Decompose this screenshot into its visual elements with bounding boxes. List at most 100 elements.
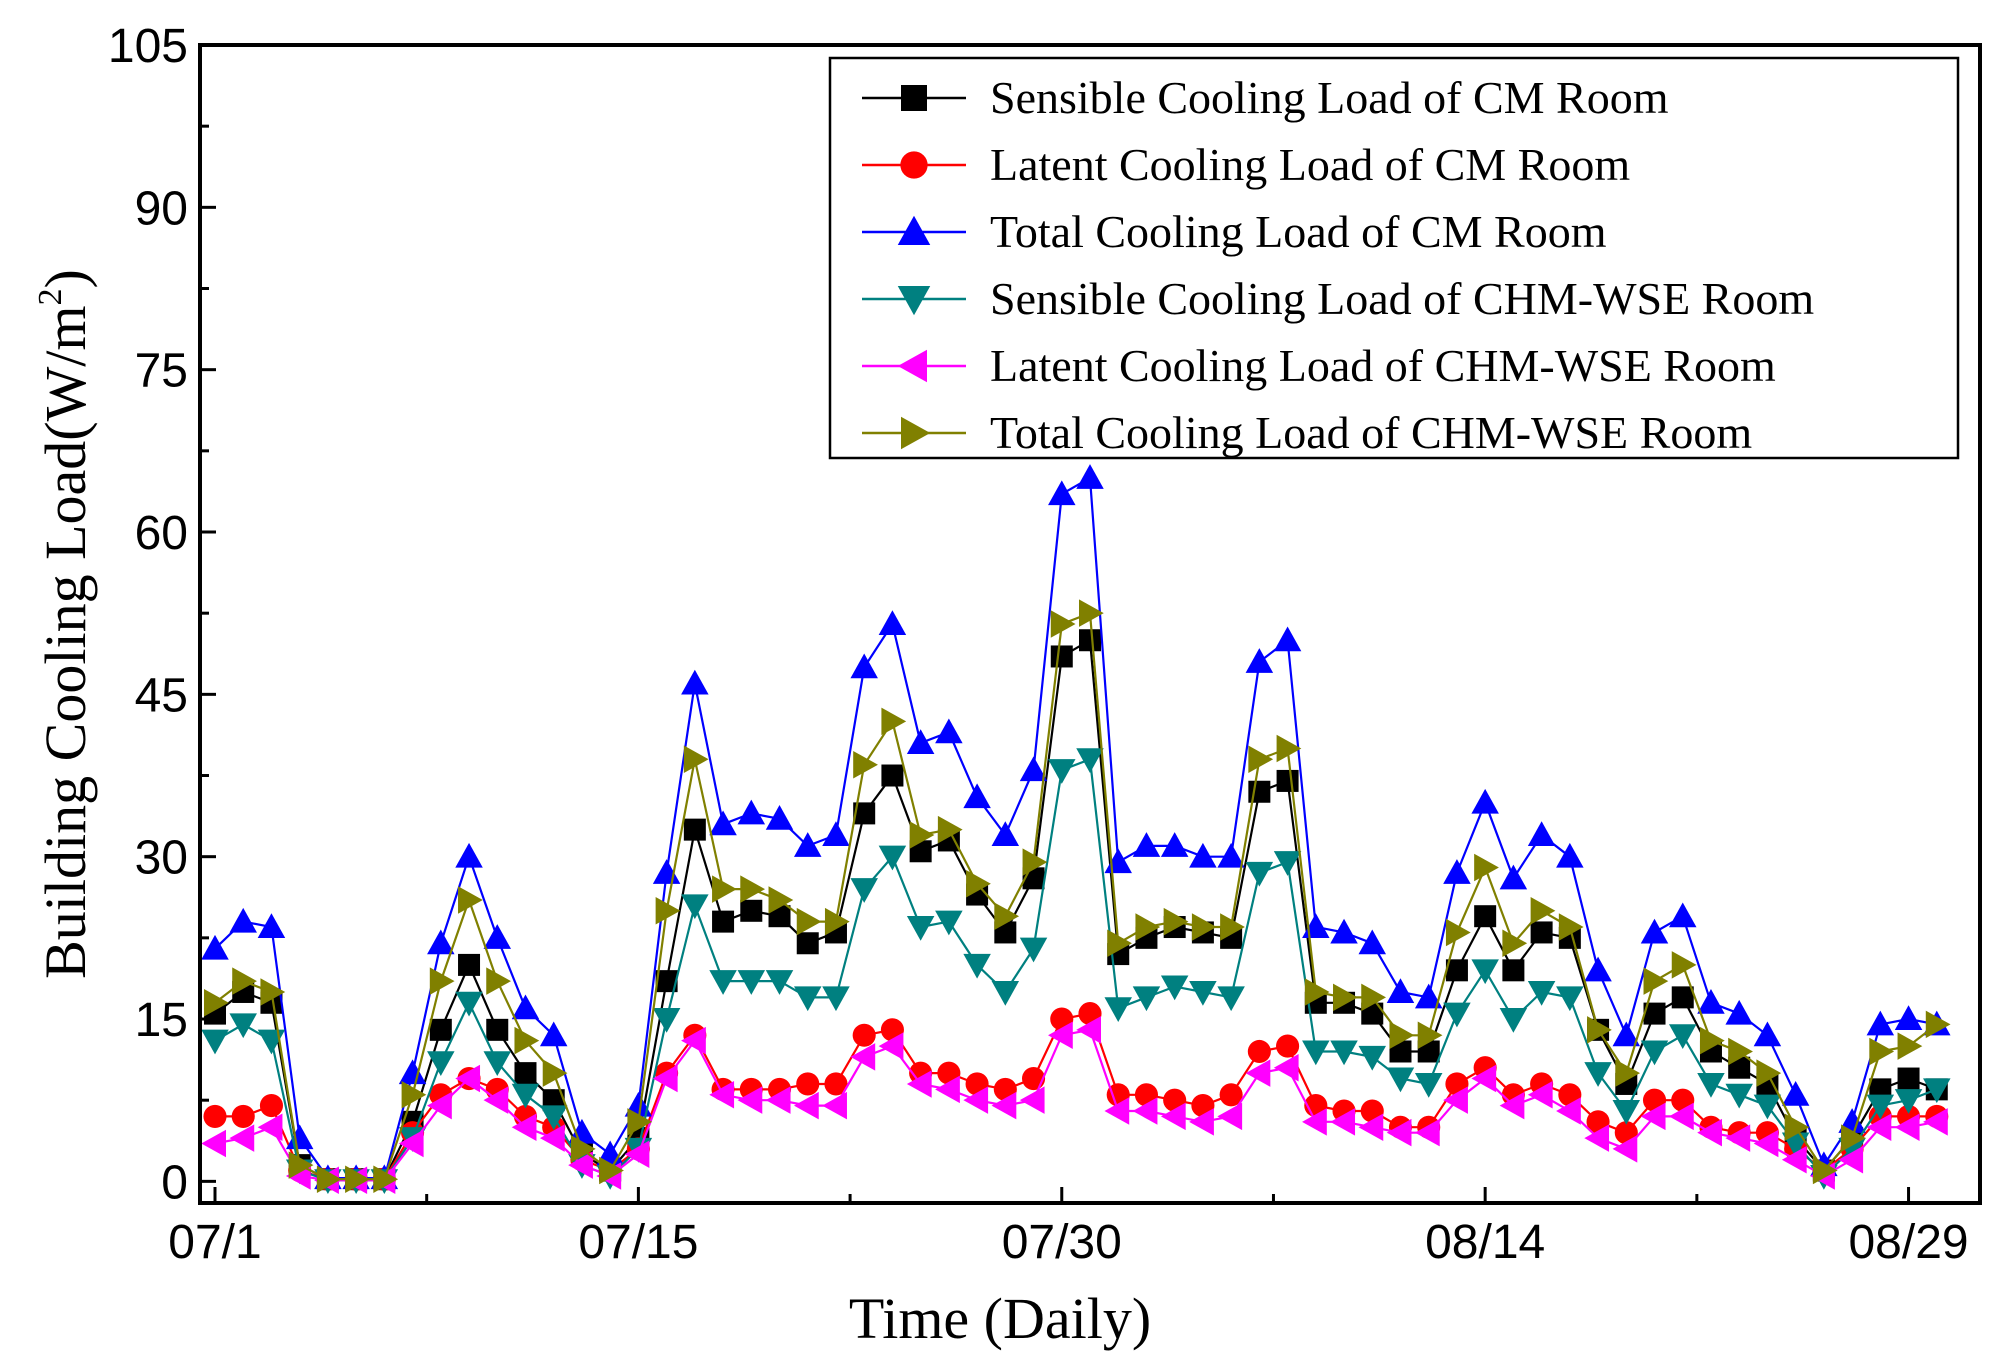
data-point: [709, 970, 737, 995]
data-point: [681, 894, 709, 920]
data-point: [1079, 599, 1104, 627]
data-point: [1502, 929, 1528, 958]
data-point: [1135, 913, 1161, 941]
data-point: [937, 815, 963, 844]
legend-box: [828, 56, 1960, 460]
data-point: [201, 1029, 229, 1055]
data-point: [1812, 1156, 1838, 1185]
data-point: [822, 986, 850, 1012]
data-point: [427, 929, 455, 955]
data-point: [1502, 959, 1525, 982]
data-point: [906, 1070, 932, 1098]
data-point: [1584, 956, 1612, 982]
data-point: [483, 1086, 509, 1114]
data-point: [1358, 1045, 1387, 1071]
data-point: [511, 1113, 537, 1141]
legend-label: Sensible Cooling Load of CM Room: [990, 72, 1669, 123]
data-point: [1728, 1037, 1753, 1066]
data-point: [1640, 918, 1669, 944]
data-point: [570, 1135, 596, 1163]
legend-label: Latent Cooling Load of CHM-WSE Room: [990, 340, 1776, 391]
data-point: [1361, 1002, 1384, 1025]
data-point: [373, 1165, 399, 1193]
data-point: [1219, 1083, 1243, 1107]
data-point: [850, 653, 878, 679]
data-point: [1556, 842, 1584, 868]
data-point: [824, 1072, 848, 1096]
y-tick-label: 45: [135, 669, 188, 722]
data-point: [1217, 986, 1245, 1012]
data-point: [765, 805, 794, 830]
data-point: [1499, 1008, 1528, 1033]
data-point: [712, 910, 735, 933]
data-point: [1160, 832, 1189, 857]
data-point: [398, 1129, 424, 1158]
data-point: [1584, 1062, 1612, 1087]
data-point: [1866, 1094, 1895, 1120]
data-point: [257, 913, 286, 939]
data-point: [1304, 978, 1330, 1006]
data-point: [853, 802, 876, 825]
data-point: [599, 1156, 624, 1185]
data-point: [991, 1091, 1017, 1120]
data-point: [1019, 937, 1048, 963]
data-point: [740, 899, 763, 922]
data-point: [1530, 921, 1553, 944]
data-point: [1132, 986, 1161, 1012]
data-point: [1245, 648, 1274, 673]
data-point: [201, 1129, 226, 1158]
data-point: [1104, 997, 1132, 1022]
y-tick-label: 15: [135, 994, 188, 1047]
x-tick-label: 07/1: [168, 1216, 261, 1269]
data-point: [1022, 848, 1048, 876]
data-point: [796, 932, 819, 955]
data-point: [1643, 1002, 1666, 1025]
data-point: [1894, 1005, 1923, 1031]
data-point: [681, 1026, 706, 1055]
series-line: [214, 611, 1938, 1181]
data-point: [822, 1091, 847, 1120]
data-point: [1471, 1064, 1497, 1093]
data-point: [1753, 1129, 1779, 1158]
data-point: [768, 905, 791, 928]
data-point: [740, 875, 766, 903]
data-point: [966, 869, 991, 898]
data-point: [542, 1059, 568, 1087]
data-point: [652, 1064, 678, 1093]
data-point: [1615, 1059, 1641, 1087]
data-point: [683, 745, 709, 774]
data-point: [1781, 1081, 1810, 1106]
data-point: [963, 953, 991, 979]
legend-item: Total Cooling Load of CM Room: [862, 206, 1607, 257]
data-point: [455, 842, 483, 868]
data-point: [655, 970, 678, 993]
data-point: [1386, 1118, 1412, 1147]
data-point: [1781, 1145, 1807, 1174]
y-axis-title-unit-sup: 2: [32, 288, 69, 305]
data-point: [1160, 1102, 1186, 1131]
data-point: [1668, 1024, 1697, 1050]
x-axis-title: Time (Daily): [849, 1286, 1151, 1351]
data-point: [1333, 983, 1358, 1012]
data-point: [1671, 951, 1697, 979]
data-point: [1471, 959, 1499, 985]
data-point: [963, 783, 991, 809]
data-point: [458, 953, 481, 976]
data-point: [1079, 629, 1101, 652]
data-point: [1330, 1040, 1358, 1066]
data-point: [1132, 1097, 1158, 1125]
legend-label: Sensible Cooling Load of CHM-WSE Room: [990, 273, 1814, 324]
data-point: [1276, 1034, 1300, 1058]
data-point: [627, 1108, 653, 1136]
data-point: [1728, 1056, 1751, 1079]
data-point: [259, 1094, 284, 1118]
data-point: [1866, 1113, 1892, 1141]
legend-label: Total Cooling Load of CHM-WSE Room: [990, 407, 1752, 458]
data-point: [768, 886, 794, 914]
legend-marker: [901, 416, 931, 450]
data-point: [511, 994, 540, 1020]
data-point: [1640, 1102, 1666, 1131]
data-point: [1558, 913, 1584, 941]
data-point: [765, 970, 794, 995]
data-point: [878, 845, 907, 871]
